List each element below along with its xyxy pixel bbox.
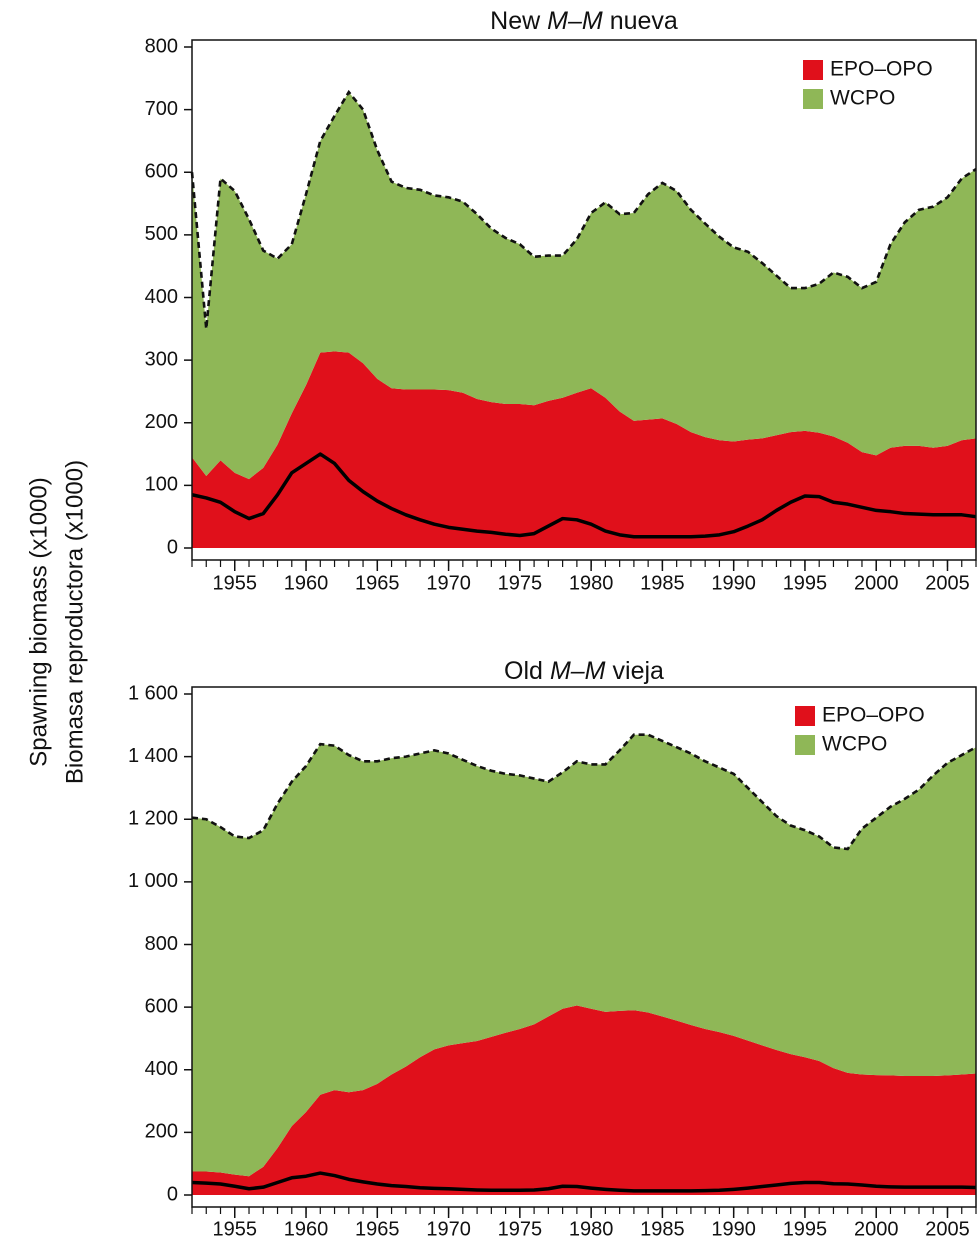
chart-title-part: vieja <box>613 657 665 685</box>
plot-frame <box>191 686 977 1208</box>
stack-top-line <box>190 89 977 329</box>
x-tick-label: 1995 <box>783 572 828 594</box>
y-tick-label: 100 <box>145 474 178 496</box>
legend-swatch <box>795 706 815 726</box>
stack-top-line <box>191 733 977 851</box>
legend-label: EPO–OPO <box>822 704 925 727</box>
y-axis-label: Biomasa reproductora (x1000) <box>61 460 88 784</box>
legend-label: WCPO <box>822 733 887 756</box>
x-tick-label: 1985 <box>640 1218 685 1240</box>
x-tick-label: 1975 <box>498 1218 543 1240</box>
chart-title-part: M–M <box>547 7 603 35</box>
x-tick-label: 1980 <box>569 1218 614 1240</box>
line <box>191 452 977 539</box>
legend-swatch <box>803 89 823 109</box>
y-tick-label: 1 000 <box>128 870 178 892</box>
y-tick-label: 1 400 <box>128 745 178 767</box>
y-tick-label: 1 200 <box>128 808 178 830</box>
x-tick-label: 1995 <box>783 1218 828 1240</box>
y-tick-label: 800 <box>145 933 178 955</box>
y-tick-label: 700 <box>145 98 178 120</box>
y-tick-label: 300 <box>145 348 178 370</box>
x-tick-label: 2000 <box>854 572 899 594</box>
y-axis-label: Spawning biomass (x1000) <box>25 477 52 767</box>
chart-title: Old M–M vieja <box>504 657 664 685</box>
chart-title-part: Old <box>504 657 543 685</box>
chart-title-part: New <box>490 7 541 35</box>
x-tick-label: 1980 <box>569 572 614 594</box>
x-tick-label: 1970 <box>426 1218 471 1240</box>
area <box>192 1005 976 1195</box>
y-tick-label: 400 <box>145 1058 178 1080</box>
y-tick-label: 1 600 <box>128 682 178 704</box>
chart-title-part: M–M <box>550 657 606 685</box>
line <box>191 1171 977 1193</box>
y-tick-label: 500 <box>145 223 178 245</box>
x-tick-label: 2005 <box>925 572 970 594</box>
area <box>192 734 976 1177</box>
x-tick-label: 2005 <box>925 1218 970 1240</box>
y-tick-label: 400 <box>145 286 178 308</box>
x-tick-label: 1975 <box>498 572 543 594</box>
x-tick-label: 1985 <box>640 572 685 594</box>
x-tick-label: 1990 <box>711 1218 756 1240</box>
y-tick-label: 200 <box>145 1121 178 1143</box>
x-tick-label: 1960 <box>284 572 329 594</box>
y-tick-label: 800 <box>145 35 178 57</box>
x-tick-label: 2000 <box>854 1218 899 1240</box>
legend-swatch <box>795 735 815 755</box>
y-tick-label: 600 <box>145 161 178 183</box>
y-tick-label: 0 <box>167 536 178 558</box>
x-tick-label: 1965 <box>355 572 400 594</box>
x-tick-label: 1990 <box>711 572 756 594</box>
x-tick-label: 1955 <box>213 1218 258 1240</box>
y-tick-label: 600 <box>145 995 178 1017</box>
y-tick-label: 0 <box>167 1183 178 1205</box>
area <box>192 92 976 480</box>
area <box>192 351 976 548</box>
x-tick-label: 1965 <box>355 1218 400 1240</box>
x-tick-label: 1970 <box>426 572 471 594</box>
chart-title-part: nueva <box>610 7 678 35</box>
legend-label: EPO–OPO <box>830 58 933 81</box>
legend-label: WCPO <box>830 87 895 110</box>
chart-title: New M–M nueva <box>490 7 678 35</box>
legend-swatch <box>803 60 823 80</box>
y-tick-label: 200 <box>145 411 178 433</box>
x-tick-label: 1955 <box>213 572 258 594</box>
x-tick-label: 1960 <box>284 1218 329 1240</box>
plot-frame <box>191 39 977 561</box>
